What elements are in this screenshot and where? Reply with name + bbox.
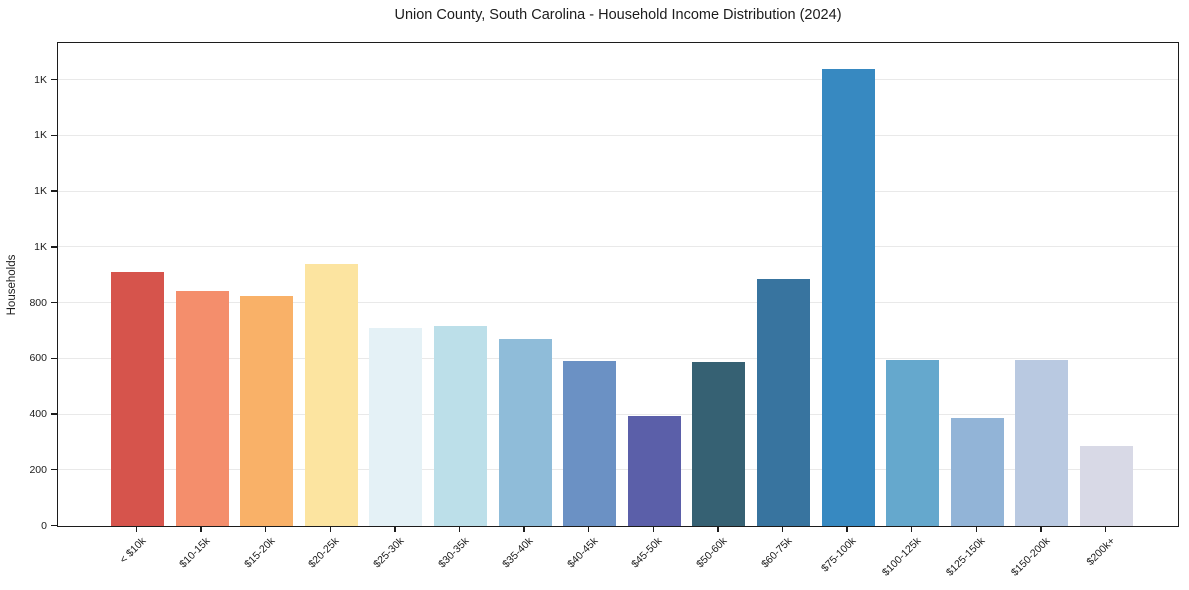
bar — [304, 264, 358, 526]
y-tick-mark — [51, 134, 57, 137]
y-tick-label: 1K — [34, 185, 47, 198]
x-tick-mark — [781, 527, 784, 532]
x-tick-mark — [523, 527, 525, 532]
gridline — [58, 469, 1178, 471]
bar — [498, 338, 552, 526]
x-tick-mark — [394, 527, 396, 532]
plot-area — [57, 42, 1179, 527]
y-tick-mark — [51, 524, 57, 527]
gridline — [58, 302, 1178, 304]
bar — [175, 290, 229, 526]
x-tick-label: < $10k — [116, 535, 148, 566]
y-tick-label: 400 — [29, 408, 47, 421]
x-tick-mark — [329, 527, 331, 532]
y-tick-mark — [51, 246, 57, 248]
bar — [757, 278, 810, 526]
y-tick-label: 600 — [29, 352, 47, 365]
bar — [950, 417, 1004, 526]
y-tick-label: 200 — [29, 463, 47, 476]
y-tick-mark — [51, 301, 57, 304]
y-tick-mark — [51, 190, 57, 192]
x-tick-mark — [911, 527, 913, 532]
gridline — [58, 79, 1178, 81]
bar — [1080, 446, 1133, 526]
x-tick-mark — [265, 527, 267, 532]
x-tick-mark — [975, 527, 977, 532]
bar — [1015, 359, 1069, 526]
bar — [692, 361, 746, 526]
x-tick-mark — [846, 527, 848, 532]
y-tick-label: 1K — [34, 129, 47, 142]
y-tick-label: 1K — [34, 240, 47, 253]
bar — [821, 68, 875, 526]
bar — [627, 415, 681, 526]
bar — [369, 328, 423, 526]
gridline — [58, 190, 1178, 192]
y-tick-mark — [51, 79, 57, 81]
bar — [434, 325, 487, 526]
bar — [111, 271, 164, 526]
chart-title: Union County, South Carolina - Household… — [394, 7, 842, 23]
y-tick-label: 0 — [41, 519, 47, 532]
bar — [886, 359, 940, 526]
y-tick-mark — [51, 469, 57, 471]
gridline — [58, 134, 1178, 136]
gridline — [58, 413, 1178, 415]
x-tick-mark — [200, 527, 202, 532]
x-tick-mark — [652, 527, 654, 532]
x-tick-mark — [588, 527, 590, 532]
gridline — [58, 246, 1178, 248]
y-tick-label: 1K — [34, 73, 47, 86]
x-tick-mark — [1040, 527, 1042, 532]
y-tick-mark — [51, 357, 57, 360]
x-tick-mark — [717, 527, 719, 532]
gridline — [58, 357, 1178, 359]
x-tick-mark — [1104, 527, 1107, 532]
x-tick-mark — [458, 527, 461, 532]
y-tick-mark — [51, 413, 57, 415]
bar — [563, 360, 617, 526]
y-tick-label: 800 — [29, 296, 47, 309]
bar — [240, 295, 294, 526]
x-tick-mark — [135, 527, 138, 532]
